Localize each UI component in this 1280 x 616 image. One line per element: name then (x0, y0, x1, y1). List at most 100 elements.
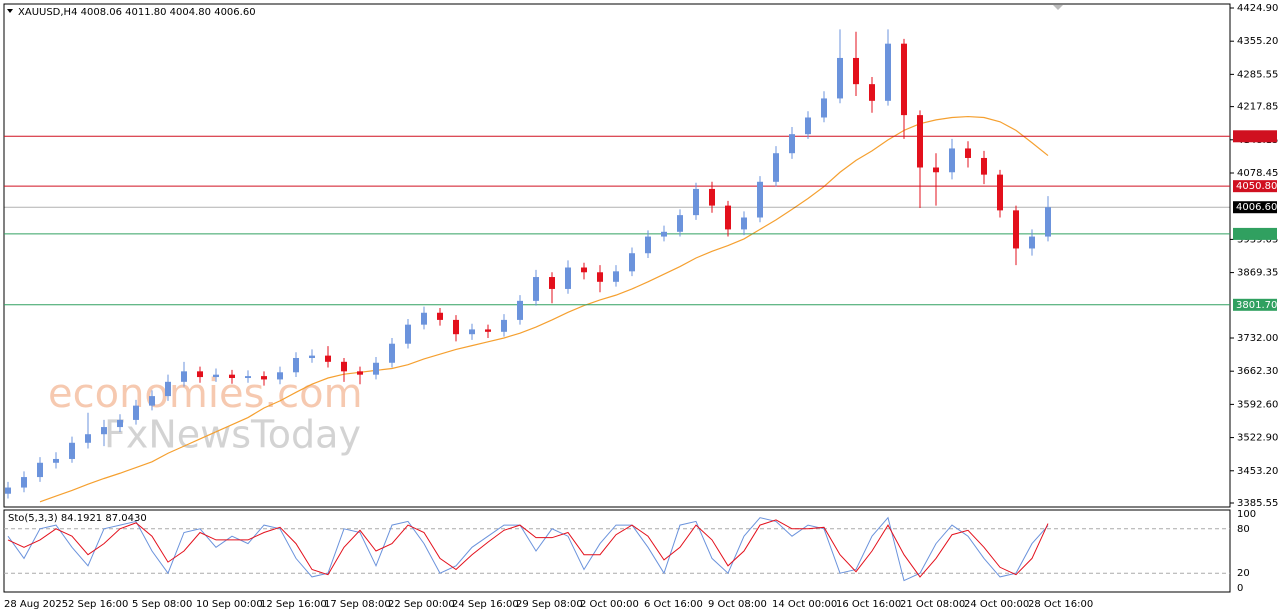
candle-body (437, 312, 443, 320)
indicator-title: Sto(5,3,3) 84.1921 87.0430 (8, 513, 147, 524)
level-tag (1233, 201, 1277, 214)
y-tick-label: 3592.60 (1237, 399, 1278, 410)
candle-body (293, 358, 299, 373)
candle-body (693, 188, 699, 216)
candle-body (981, 157, 987, 175)
candle-body (309, 355, 315, 359)
candle-body (117, 419, 123, 428)
candle-body (181, 371, 187, 382)
x-tick-label: 24 Sep 16:00 (452, 599, 519, 610)
y-tick-label: 3869.35 (1237, 268, 1278, 279)
candle-body (645, 236, 651, 254)
candle-body (485, 329, 491, 332)
y-tick-label: 0 (1237, 583, 1243, 594)
candle-body (821, 98, 827, 118)
moving-average (39, 115, 1049, 503)
stoch-line (7, 516, 1049, 582)
y-tick-label: 4217.85 (1237, 102, 1278, 113)
candle-body (453, 319, 459, 335)
x-tick-label: 28 Oct 16:00 (1028, 599, 1093, 610)
x-tick-label: 24 Oct 00:00 (964, 599, 1029, 610)
candle-body (229, 374, 235, 379)
candle-body (5, 487, 11, 494)
x-tick-label: 9 Oct 08:00 (708, 599, 767, 610)
y-tick-label: 100 (1237, 509, 1256, 520)
x-tick-label: 17 Sep 08:00 (324, 599, 391, 610)
candle-body (501, 319, 507, 332)
x-tick-label: 21 Oct 08:00 (900, 599, 965, 610)
menu-arrow (7, 9, 13, 13)
x-tick-label: 2 Oct 00:00 (580, 599, 639, 610)
y-tick-label: 3662.30 (1237, 366, 1278, 377)
x-tick-label: 6 Oct 16:00 (644, 599, 703, 610)
candle-body (213, 374, 219, 378)
x-tick-label: 5 Sep 08:00 (132, 599, 192, 610)
candle-body (613, 271, 619, 282)
level-label: 3801.70 (1236, 300, 1277, 311)
shift-marker (1053, 5, 1063, 10)
y-tick-label: 4424.90 (1237, 3, 1278, 14)
x-tick-label: 12 Sep 16:00 (260, 599, 327, 610)
candle-body (1029, 236, 1035, 249)
candle-body (853, 57, 859, 85)
y-tick-label: 3732.00 (1237, 333, 1278, 344)
candle-body (469, 329, 475, 335)
candle-body (69, 442, 75, 459)
candle-body (133, 405, 139, 420)
candle-body (725, 205, 731, 230)
candle-body (1045, 207, 1051, 237)
candle-body (661, 231, 667, 237)
y-tick-label: 4355.20 (1237, 36, 1278, 47)
candle-body (373, 362, 379, 375)
x-tick-label: 16 Oct 16:00 (836, 599, 901, 610)
candle-body (965, 148, 971, 158)
candle-body (261, 376, 267, 380)
level-label: 4050.80 (1236, 181, 1277, 192)
candle-body (869, 84, 875, 101)
candle-body (53, 458, 59, 463)
x-tick-label: 2 Sep 16:00 (68, 599, 128, 610)
candle-body (37, 462, 43, 478)
candle-body (357, 371, 363, 375)
level-tag (1233, 180, 1277, 193)
level-tag (1233, 130, 1277, 143)
candle-body (85, 434, 91, 443)
candle-body (933, 167, 939, 173)
watermark: FxNewsToday (104, 413, 361, 457)
candle-body (341, 361, 347, 372)
candle-body (789, 134, 795, 154)
stoch-frame (3, 509, 1231, 593)
main-frame (3, 3, 1231, 508)
y-tick-label: 20 (1237, 568, 1250, 579)
level-tag (1233, 298, 1277, 311)
candle-body (581, 267, 587, 273)
candle-body (885, 43, 891, 101)
stoch-line (7, 519, 1049, 578)
candle-body (517, 300, 523, 320)
x-tick-label: 10 Sep 00:00 (196, 599, 263, 610)
candle-body (757, 181, 763, 218)
candle-body (629, 253, 635, 272)
candle-body (709, 188, 715, 206)
level-tag (1233, 227, 1277, 240)
watermark: economies.com (48, 371, 363, 417)
x-tick-label: 14 Oct 00:00 (772, 599, 837, 610)
candle-body (421, 312, 427, 325)
x-tick-label: 29 Sep 08:00 (516, 599, 583, 610)
y-tick-label: 3385.55 (1237, 498, 1278, 509)
candle-body (197, 371, 203, 378)
candle-body (837, 57, 843, 99)
candle-body (741, 217, 747, 230)
level-label: 4006.60 (1236, 202, 1277, 213)
candle-body (917, 115, 923, 168)
candle-body (805, 117, 811, 135)
candle-body (949, 148, 955, 173)
y-tick-label: 80 (1237, 524, 1250, 535)
candle-body (549, 277, 555, 289)
y-tick-label: 3453.20 (1237, 466, 1278, 477)
candle-body (1013, 210, 1019, 249)
candle-body (245, 376, 251, 379)
candle-body (101, 427, 107, 435)
